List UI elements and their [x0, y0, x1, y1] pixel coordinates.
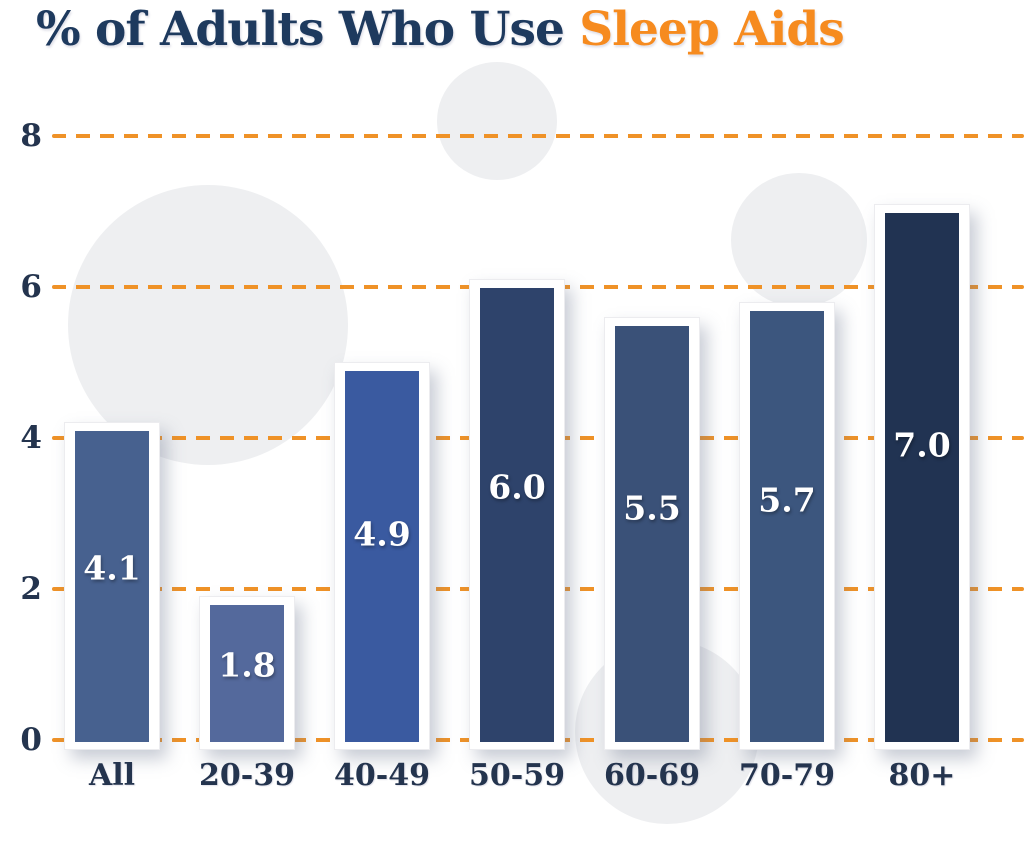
x-axis-label: All	[88, 758, 136, 793]
x-axis-label: 40-49	[334, 758, 430, 793]
bar-value-label: 5.5	[623, 488, 681, 528]
bar-40-49: 4.9	[334, 362, 430, 750]
bar-value-label: 4.9	[353, 514, 411, 554]
x-axis-label: 20-39	[199, 758, 295, 793]
bar-20-39: 1.8	[199, 596, 295, 750]
bar-fill	[885, 212, 959, 742]
y-axis-tick-label: 2	[20, 571, 42, 607]
bar-value-label: 4.1	[83, 548, 141, 588]
chart-title: % of Adults Who Use Sleep Aids	[36, 2, 845, 57]
decorative-circle	[731, 173, 867, 307]
x-axis-label: 50-59	[469, 758, 565, 793]
decorative-circle	[68, 185, 348, 465]
gridline-y8	[52, 134, 1024, 138]
bar-fill	[615, 325, 689, 742]
bar-fill	[75, 431, 149, 742]
y-axis-tick-label: 8	[20, 118, 42, 154]
y-axis-tick-label: 6	[20, 269, 42, 305]
bar-60-69: 5.5	[604, 316, 700, 750]
bar-value-label: 1.8	[218, 645, 276, 685]
x-axis-label: 80+	[888, 758, 956, 793]
bar-50-59: 6.0	[469, 279, 565, 750]
bar-fill	[480, 288, 554, 742]
chart-title-main: % of Adults Who Use	[36, 2, 580, 57]
bar-all: 4.1	[64, 422, 160, 750]
bar-value-label: 5.7	[758, 480, 816, 520]
x-axis-label: 60-69	[604, 758, 700, 793]
bar-80+: 7.0	[874, 203, 970, 750]
bar-value-label: 6.0	[488, 467, 546, 507]
bar-value-label: 7.0	[893, 425, 951, 465]
x-axis-label: 70-79	[739, 758, 835, 793]
y-axis-tick-label: 4	[20, 420, 42, 456]
bar-fill	[750, 310, 824, 742]
bar-fill	[345, 371, 419, 742]
decorative-circle	[437, 62, 557, 180]
bar-fill	[210, 605, 284, 742]
y-axis-tick-label: 0	[20, 722, 42, 758]
bar-70-79: 5.7	[739, 301, 835, 750]
chart-title-highlight: Sleep Aids	[579, 2, 844, 57]
